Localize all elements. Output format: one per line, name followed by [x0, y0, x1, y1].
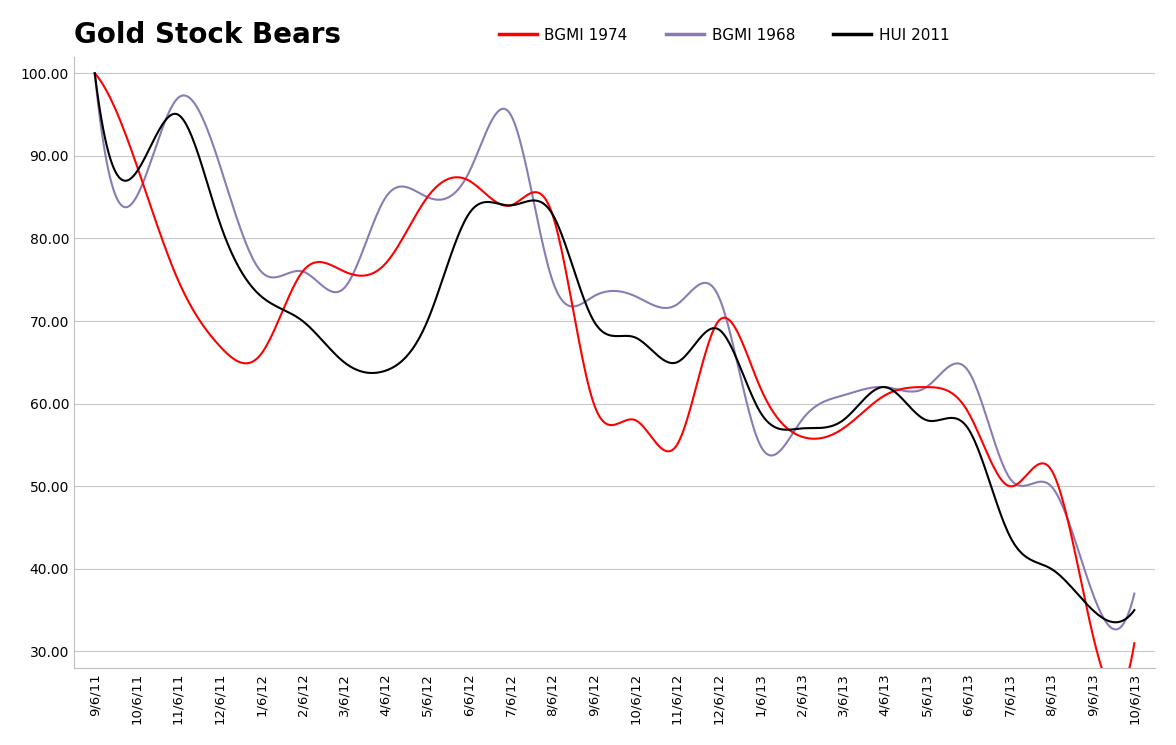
Legend: BGMI 1974, BGMI 1968, HUI 2011: BGMI 1974, BGMI 1968, HUI 2011 — [493, 22, 956, 49]
Text: Gold Stock Bears: Gold Stock Bears — [74, 21, 341, 49]
